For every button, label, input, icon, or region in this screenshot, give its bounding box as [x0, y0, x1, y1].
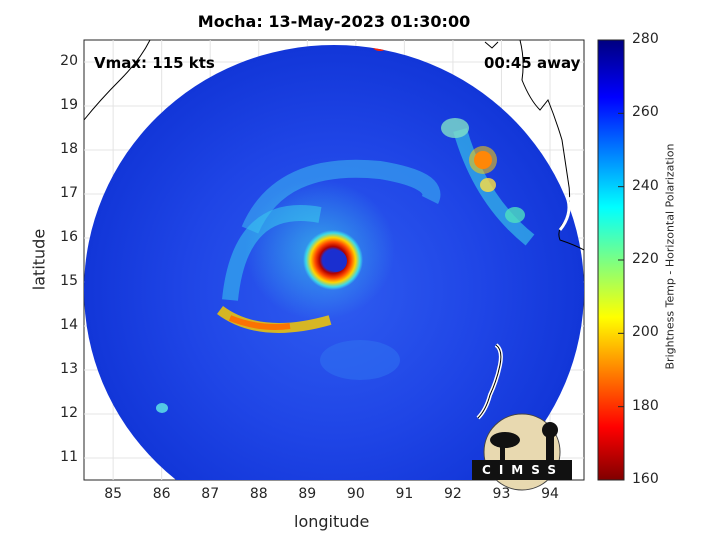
colorbar-tick-label: 220 — [632, 251, 659, 267]
x-tick-label: 94 — [541, 486, 559, 502]
colorbar-tick-label: 200 — [632, 324, 659, 341]
x-axis-label: longitude — [294, 512, 370, 531]
y-tick-label: 18 — [60, 141, 78, 157]
y-tick-label: 13 — [60, 361, 78, 377]
island — [558, 193, 576, 231]
y-tick-label: 16 — [60, 229, 78, 245]
x-tick-label: 91 — [395, 486, 414, 502]
y-tick-label: 17 — [60, 185, 78, 201]
x-tick-label: 86 — [152, 486, 171, 502]
colorbar-tick-label: 180 — [632, 397, 659, 414]
storm-eye — [325, 250, 347, 272]
x-tick-label: 93 — [492, 486, 511, 502]
colorbar-tick-label: 240 — [632, 177, 659, 194]
y-tick-label: 14 — [60, 317, 78, 333]
time-away-annotation: 00:45 away — [484, 54, 581, 72]
rain-band — [453, 128, 535, 246]
coastline — [84, 40, 151, 121]
island — [477, 344, 502, 419]
y-tick-label: 19 — [60, 97, 78, 113]
y-tick-label: 20 — [60, 53, 78, 69]
coastline — [519, 40, 584, 251]
x-tick-label: 88 — [249, 486, 268, 502]
x-tick-label: 89 — [298, 486, 317, 502]
x-tick-label: 92 — [444, 486, 462, 502]
y-axis-label: latitude — [29, 228, 49, 291]
chart-title: Mocha: 13-May-2023 01:30:00 — [197, 12, 471, 31]
vmax-annotation: Vmax: 115 kts — [94, 54, 215, 72]
colorbar-label: Brightness Temp - Horizontal Polarizatio… — [663, 143, 677, 370]
y-tick-label: 11 — [60, 449, 78, 465]
logo-text: CIMSS — [482, 463, 564, 477]
x-tick-label: 90 — [346, 486, 365, 502]
colorbar-tick-label: 280 — [632, 31, 659, 47]
y-tick-label: 15 — [60, 273, 78, 289]
x-tick-label: 85 — [104, 486, 123, 502]
colorbar-tick-label: 260 — [632, 104, 659, 121]
coastline — [484, 41, 499, 49]
x-tick-label: 87 — [201, 486, 220, 502]
colorbar-tick-label: 160 — [632, 471, 659, 487]
rain-band — [228, 315, 291, 330]
cimss-logo — [472, 413, 572, 491]
y-tick-label: 12 — [60, 405, 78, 421]
